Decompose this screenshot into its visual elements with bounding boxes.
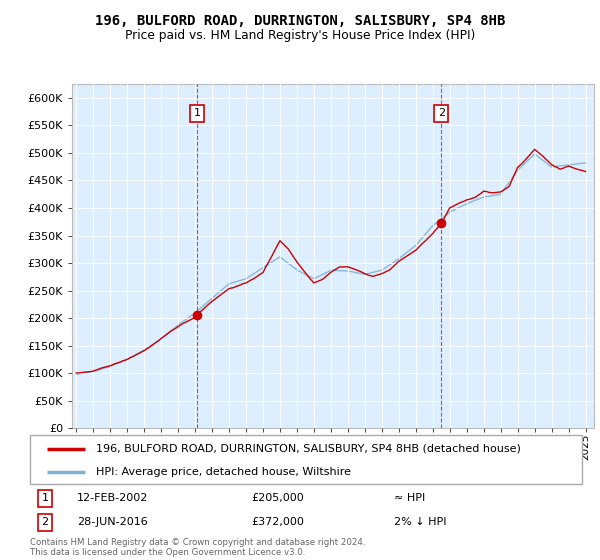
Text: Contains HM Land Registry data © Crown copyright and database right 2024.
This d: Contains HM Land Registry data © Crown c… (30, 538, 365, 557)
Text: HPI: Average price, detached house, Wiltshire: HPI: Average price, detached house, Wilt… (96, 467, 351, 477)
FancyBboxPatch shape (30, 435, 582, 484)
Text: 12-FEB-2002: 12-FEB-2002 (77, 493, 148, 503)
Text: 2: 2 (41, 517, 49, 527)
Text: 2% ↓ HPI: 2% ↓ HPI (394, 517, 447, 527)
Text: 196, BULFORD ROAD, DURRINGTON, SALISBURY, SP4 8HB: 196, BULFORD ROAD, DURRINGTON, SALISBURY… (95, 14, 505, 28)
Text: 196, BULFORD ROAD, DURRINGTON, SALISBURY, SP4 8HB (detached house): 196, BULFORD ROAD, DURRINGTON, SALISBURY… (96, 444, 521, 454)
Text: ≈ HPI: ≈ HPI (394, 493, 425, 503)
Text: £372,000: £372,000 (251, 517, 304, 527)
Text: 2: 2 (437, 108, 445, 118)
Text: 28-JUN-2016: 28-JUN-2016 (77, 517, 148, 527)
Text: 1: 1 (41, 493, 49, 503)
Text: 1: 1 (194, 108, 200, 118)
Text: £205,000: £205,000 (251, 493, 304, 503)
Text: Price paid vs. HM Land Registry's House Price Index (HPI): Price paid vs. HM Land Registry's House … (125, 29, 475, 42)
